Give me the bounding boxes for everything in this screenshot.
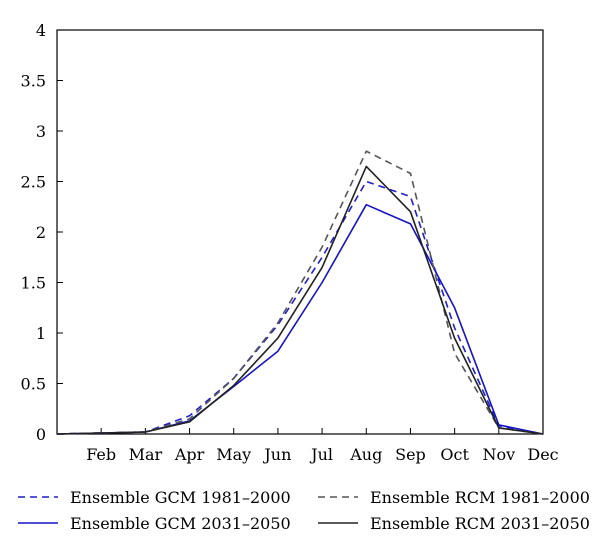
y-tick-label: 4 [36, 21, 46, 40]
legend-item-gcm-1981-2000: Ensemble GCM 1981–2000 [18, 486, 291, 508]
x-tick-label: Jun [262, 445, 291, 464]
x-tick-label: Jul [309, 445, 333, 464]
series-line-3 [56, 150, 544, 435]
legend-item-gcm-2031-2050: Ensemble GCM 2031–2050 [18, 512, 291, 534]
y-tick-label: 3 [36, 122, 46, 141]
legend-item-rcm-1981-2000: Ensemble RCM 1981–2000 [318, 486, 590, 508]
x-tick-label: Mar [129, 445, 163, 464]
x-tick-label: Oct [440, 445, 469, 464]
series-line-1 [56, 180, 544, 435]
x-tick-label: Sep [395, 445, 426, 464]
legend-label-gcm-1981-2000: Ensemble GCM 1981–2000 [70, 487, 291, 507]
series-line-4 [56, 165, 544, 435]
y-tick-label: 2 [36, 223, 46, 242]
x-tick-label: Aug [349, 445, 382, 464]
legend-swatch-rcm-2031-2050 [318, 522, 358, 524]
x-tick-label: Apr [174, 445, 205, 464]
x-tick-label: Feb [86, 445, 116, 464]
legend-swatch-gcm-2031-2050 [18, 522, 58, 524]
series-lines [56, 150, 544, 435]
legend-item-rcm-2031-2050: Ensemble RCM 2031–2050 [318, 512, 590, 534]
y-tick-label: 0 [36, 425, 46, 444]
line-chart: 0 0.5 1 1.5 2 2.5 3 3.5 4 Feb Mar Apr May Jun Jul Aug S… [21, 21, 559, 464]
legend-swatch-rcm-1981-2000 [318, 496, 358, 498]
legend-label-rcm-1981-2000: Ensemble RCM 1981–2000 [370, 487, 590, 507]
legend: Ensemble GCM 1981–2000 Ensemble RCM 1981… [0, 478, 600, 548]
legend-label-rcm-2031-2050: Ensemble RCM 2031–2050 [370, 513, 590, 533]
x-axis: Feb Mar Apr May Jun Jul Aug Sep Oct Nov Dec [86, 428, 559, 464]
y-tick-label: 1.5 [21, 274, 46, 293]
x-tick-label: Nov [482, 445, 515, 464]
legend-swatch-gcm-1981-2000 [18, 496, 58, 498]
series-line-2 [56, 203, 544, 435]
legend-label-gcm-2031-2050: Ensemble GCM 2031–2050 [70, 513, 291, 533]
y-tick-label: 0.5 [21, 375, 46, 394]
y-axis: 0 0.5 1 1.5 2 2.5 3 3.5 4 [21, 21, 63, 444]
x-tick-label: May [216, 445, 251, 464]
y-tick-label: 2.5 [21, 173, 46, 192]
y-tick-label: 3.5 [21, 72, 46, 91]
y-tick-label: 1 [36, 324, 46, 343]
x-tick-label: Dec [527, 445, 558, 464]
plot-frame [56, 29, 544, 435]
